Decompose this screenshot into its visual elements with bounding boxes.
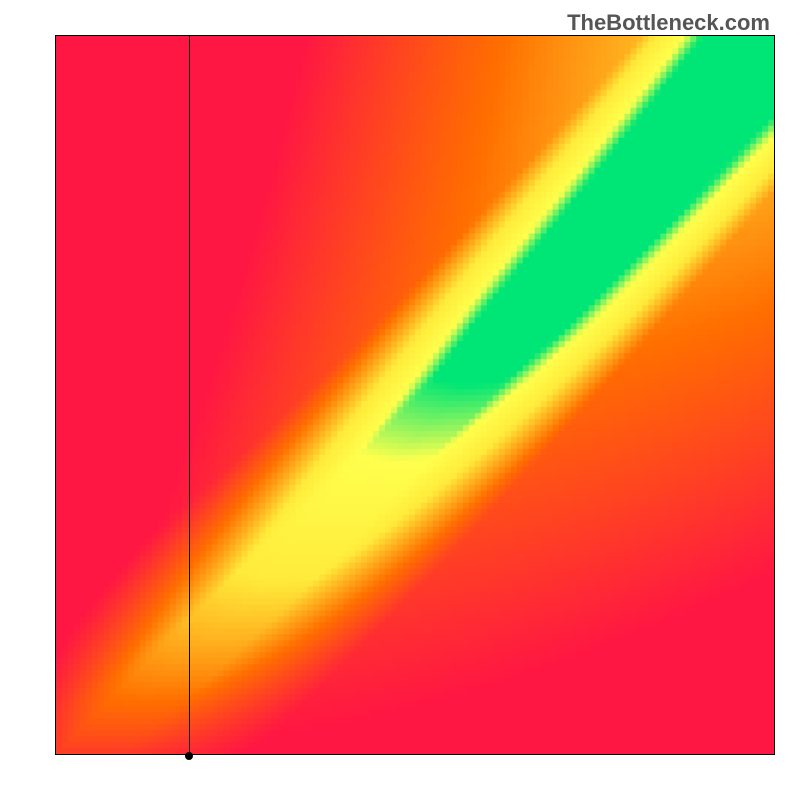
watermark-text: TheBottleneck.com bbox=[567, 10, 770, 36]
crosshair-vertical bbox=[189, 36, 190, 754]
bottleneck-heatmap bbox=[55, 35, 775, 755]
crosshair-point bbox=[185, 752, 193, 760]
heatmap-canvas bbox=[56, 36, 774, 754]
